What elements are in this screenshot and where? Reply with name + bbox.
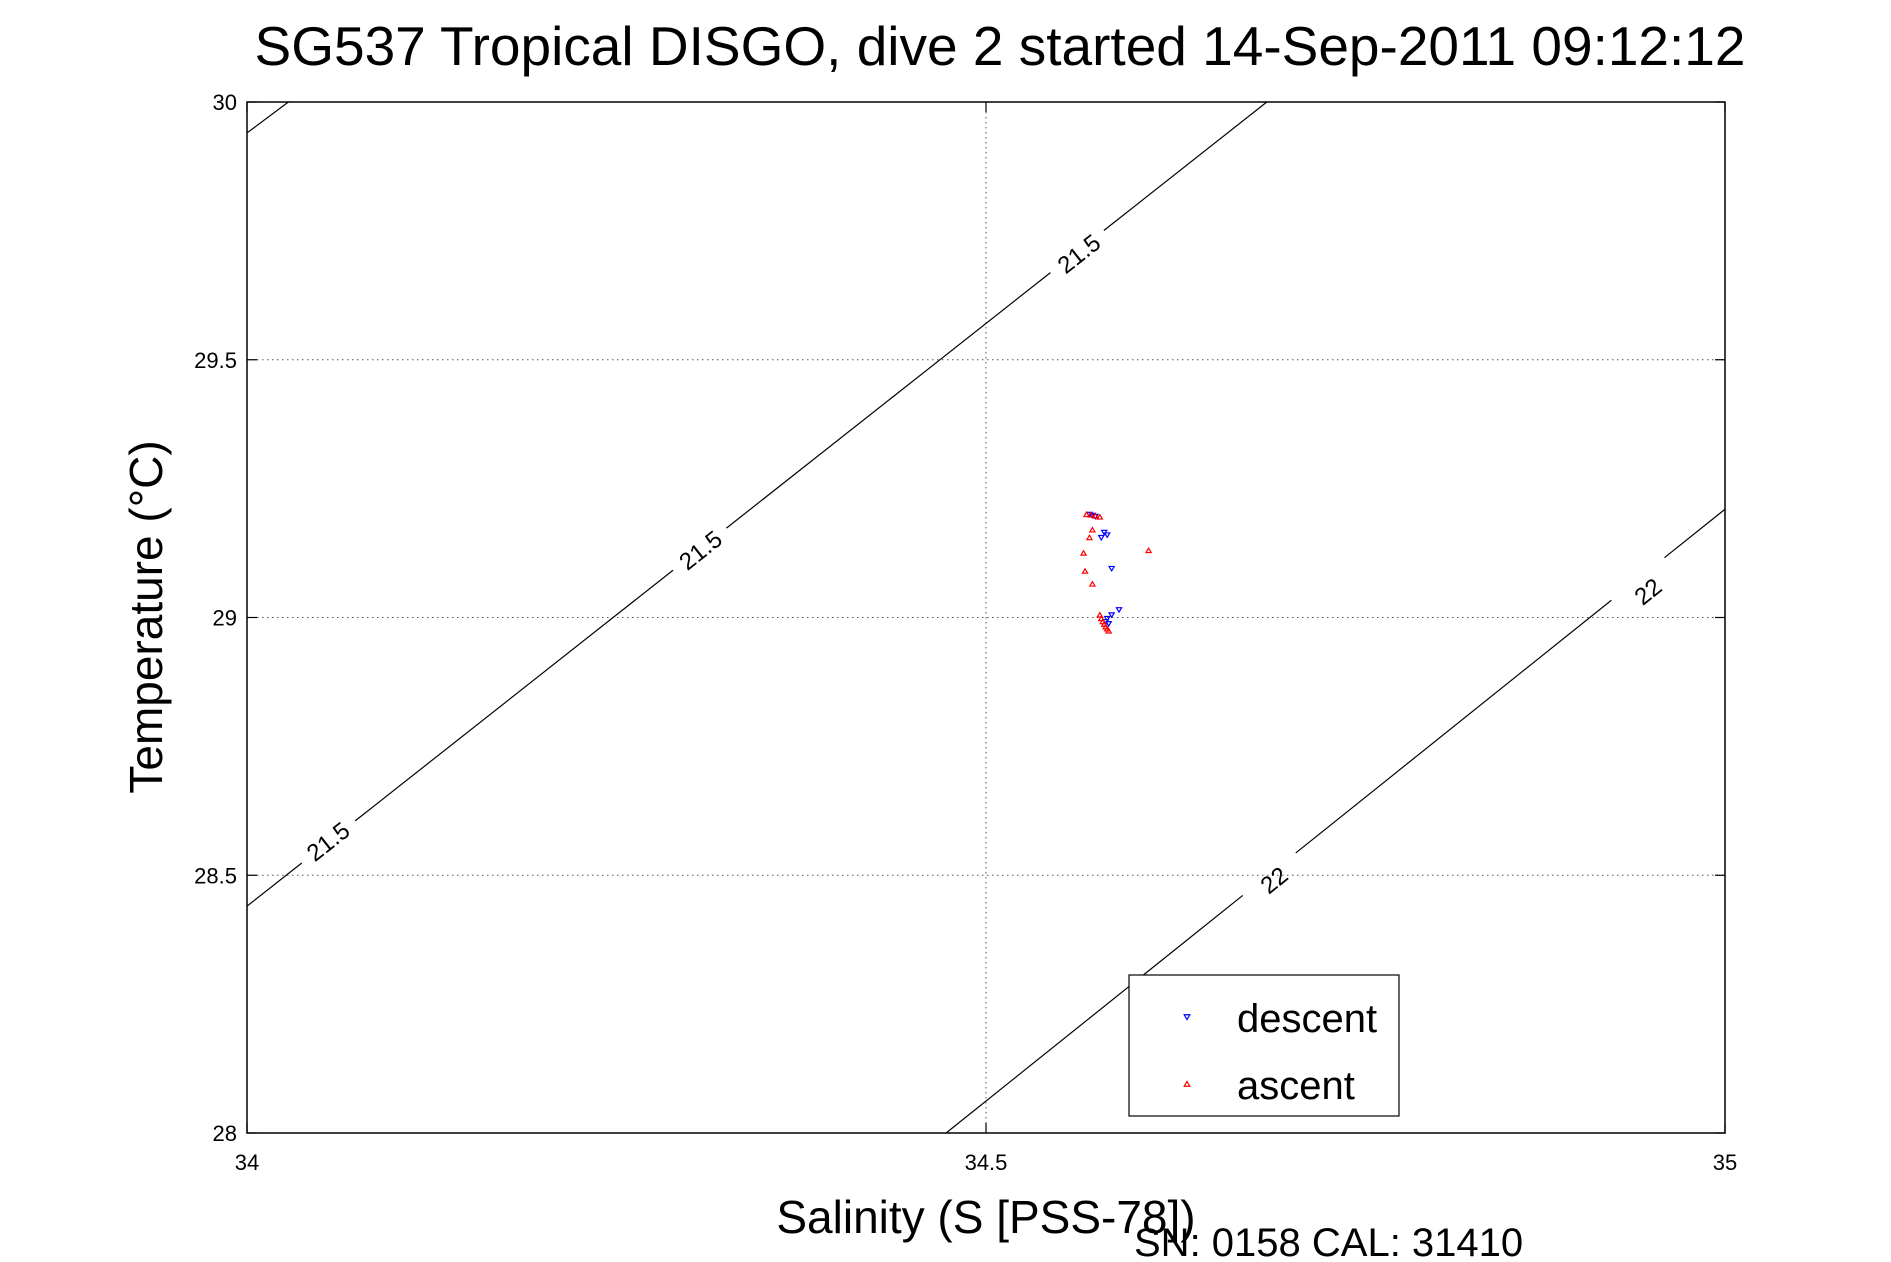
point-descent [1105,621,1113,628]
contour-line [246,862,303,907]
legend-marker-descent [1183,1014,1191,1021]
data-points [1079,510,1153,634]
point-ascent [1088,580,1097,587]
point-ascent [1088,526,1097,533]
contour-line [945,894,1244,1134]
legend-marker-ascent [1183,1080,1191,1087]
point-descent [1103,615,1111,623]
legend-label-ascent: ascent [1237,1064,1355,1108]
contour-line [246,101,289,134]
legend-box [1128,974,1400,1117]
y-axis-label: Temperature (°C) [120,440,172,793]
y-tick-label: 28.5 [194,863,237,888]
contour-line [726,272,1051,529]
y-tick-label: 30 [213,90,237,115]
point-descent [1107,612,1116,619]
grid-lines [247,102,1725,1133]
axis-ticks: 34 34.5 35 28 28.5 29 29.5 30 [194,90,1737,1175]
point-ascent [1096,611,1104,618]
point-ascent [1081,567,1089,574]
point-ascent [1091,512,1100,519]
point-ascent [1105,627,1113,634]
x-tick-label: 34.5 [965,1150,1008,1175]
point-ascent [1079,549,1088,556]
point-ascent [1087,511,1095,518]
y-tick-label: 29.5 [194,348,237,373]
legend-label-descent: descent [1237,997,1377,1041]
point-ascent [1144,546,1153,554]
x-tick-label: 34 [235,1150,259,1175]
y-tick-label: 29 [213,606,237,631]
point-descent [1097,534,1105,542]
legend: descent ascent [1128,974,1400,1117]
sensor-calibration-info: SN: 0158 CAL: 31410 [1134,1221,1523,1262]
point-ascent [1085,534,1094,541]
point-descent [1115,607,1123,614]
point-descent [1103,532,1111,539]
contour-line [1664,508,1726,559]
contour-line [354,569,674,822]
y-tick-label: 28 [213,1121,237,1146]
x-axis-label: Salinity (S [PSS-78]) [776,1191,1195,1243]
point-ascent [1082,510,1091,518]
point-descent [1107,565,1116,573]
point-ascent [1097,615,1105,622]
x-tick-label: 35 [1713,1150,1737,1175]
contour-line [1103,101,1268,231]
contour-line [1295,599,1612,854]
chart-title: SG537 Tropical DISGO, dive 2 started 14-… [255,15,1746,77]
point-ascent [1096,513,1104,520]
